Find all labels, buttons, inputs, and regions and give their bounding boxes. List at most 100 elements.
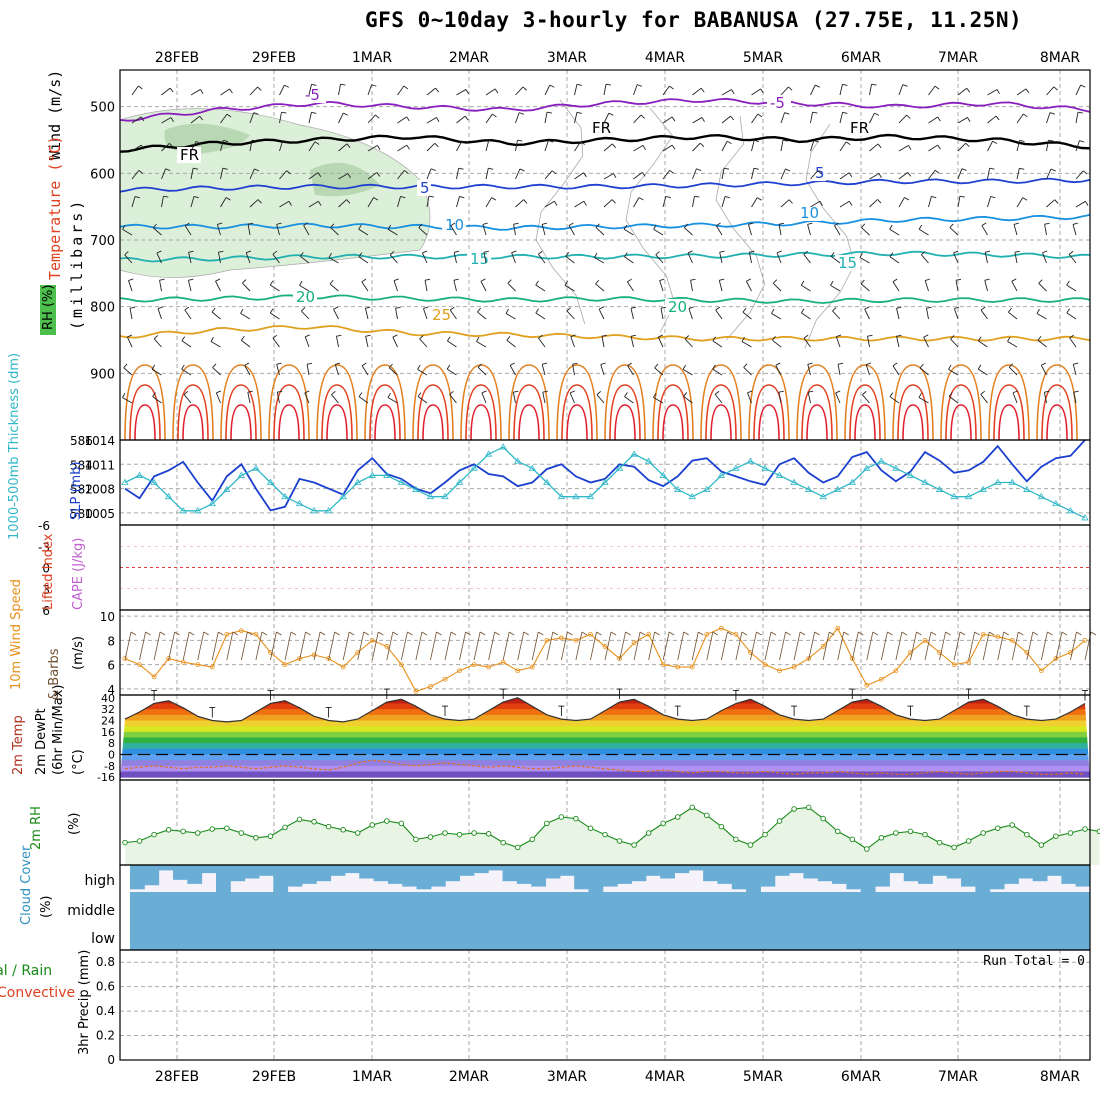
wind-barb	[131, 144, 142, 152]
wind-barb	[1072, 224, 1077, 236]
wind-barb	[869, 112, 875, 124]
surface-isotherm	[316, 364, 358, 441]
wind-barb	[541, 364, 546, 376]
wind-barb-flag	[1019, 167, 1025, 170]
surface-isotherm	[710, 404, 732, 441]
rh-point	[384, 818, 390, 824]
wind-barb	[544, 112, 548, 124]
cloud-high-bar	[617, 865, 632, 884]
wind-barb	[247, 224, 251, 236]
wind-barb	[692, 196, 695, 208]
wind-barb	[810, 200, 821, 208]
wind-barb-flag	[447, 336, 451, 342]
y-tick-label: 900	[90, 367, 115, 382]
wind-barb-flag	[630, 306, 636, 309]
wind-barb-flag	[630, 334, 637, 337]
wind-barb	[1026, 631, 1034, 661]
wind-barb-flag	[407, 631, 413, 636]
wind-barb-flag	[916, 631, 922, 636]
cloud-high-bar	[144, 865, 160, 886]
wind-barb-flag	[392, 631, 399, 636]
series-line-thickness	[124, 439, 1086, 512]
slp-axis-label: SLP (mb)	[69, 461, 84, 520]
wind-barb-flag	[328, 252, 332, 258]
wind-barb-flag	[226, 113, 232, 118]
wind-barb	[800, 284, 811, 292]
wind-barb-flag	[459, 195, 465, 199]
wind-barb	[751, 113, 759, 124]
wind-barb-flag	[1018, 631, 1024, 636]
wind-barb	[721, 141, 728, 152]
y-tick-label-left: 586	[70, 434, 93, 448]
wind-barb-flag	[1073, 390, 1079, 393]
wind-barb	[780, 86, 789, 96]
wind-barb-flag	[461, 140, 467, 145]
wind-barb	[240, 313, 251, 320]
wind-barb-flag	[669, 169, 674, 174]
dewpoint-line	[124, 759, 1086, 775]
wind-barb-flag	[639, 631, 646, 636]
wind-barb	[397, 170, 405, 180]
wind-speed-point	[660, 662, 666, 668]
slp-marker	[950, 492, 958, 500]
wind-barb	[657, 336, 664, 348]
surface-isotherm	[988, 364, 1030, 441]
wind-barb-flag	[623, 224, 628, 230]
wind-barb	[1008, 366, 1018, 376]
wind-barb	[604, 631, 612, 661]
wind-barb-flag	[665, 195, 671, 199]
wind-barb	[456, 168, 460, 180]
wind-barb	[538, 337, 546, 348]
wind-barb	[330, 227, 339, 236]
wind-barb-flag	[779, 222, 785, 225]
wind-barb	[810, 170, 819, 180]
rh-point	[267, 833, 274, 839]
wind-barb	[272, 253, 280, 264]
wind-barb	[211, 311, 221, 320]
wind-barb-flag	[1053, 86, 1058, 91]
wind-barb-flag	[494, 631, 500, 636]
wind-barb-flag	[247, 390, 253, 393]
wind-barb-flag	[301, 307, 306, 312]
contour-label-bg	[442, 217, 466, 233]
y-tick-label: -6	[38, 519, 50, 533]
wind-speed-point	[384, 644, 390, 649]
wind-barb-flag	[188, 631, 195, 636]
wind-barb	[832, 310, 841, 320]
wind-barb	[574, 84, 578, 96]
wind-barb-flag	[642, 145, 646, 150]
wind-barb	[1044, 224, 1047, 236]
wind-barb	[715, 309, 723, 320]
temp-band	[120, 709, 1090, 716]
rh-point	[514, 844, 521, 851]
wind-barb-flag	[694, 195, 700, 198]
wind-barb	[633, 144, 644, 152]
rh-contour	[625, 107, 676, 333]
wind-barb	[590, 631, 597, 661]
surface-isotherm	[470, 404, 492, 441]
surface-isotherm	[1041, 384, 1073, 441]
wind-speed-point	[718, 625, 724, 631]
wind-barb	[240, 631, 248, 661]
wind-barb-flag	[813, 140, 819, 143]
wind-barb	[603, 143, 613, 152]
slp-marker	[557, 492, 566, 500]
wind-barb-flag	[552, 631, 559, 636]
wind-barb-flag	[1066, 308, 1071, 314]
slp-marker	[732, 464, 740, 471]
surface-isotherm	[753, 384, 785, 441]
wind-barb-flag	[506, 336, 511, 341]
cloud-high-bar	[488, 865, 504, 871]
wind-barb	[603, 112, 610, 124]
wind-barb-flag	[284, 84, 290, 88]
wind-barb-flag	[376, 172, 381, 177]
wind-barb	[1040, 631, 1048, 661]
wind-barb	[284, 631, 292, 661]
wind-barb-flag	[627, 278, 632, 283]
wind-barb-flag	[918, 224, 923, 230]
y-axis-label: (m/s)	[71, 636, 86, 670]
slp-marker	[339, 492, 347, 500]
wind-barb-flag	[365, 306, 371, 309]
wind-barb	[546, 631, 554, 661]
cloud-high-bar	[717, 865, 733, 884]
